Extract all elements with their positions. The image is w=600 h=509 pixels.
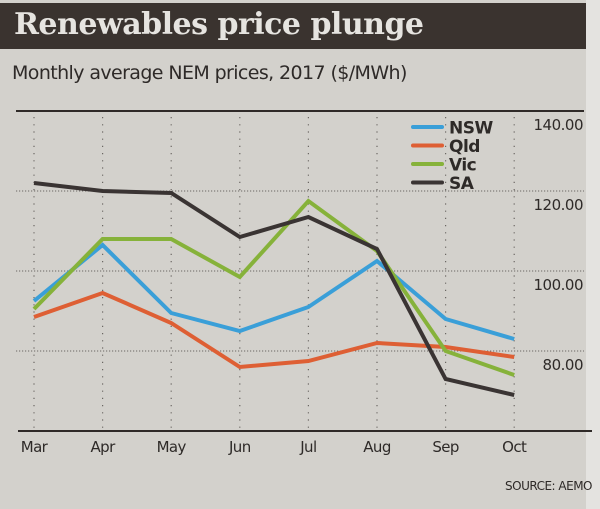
series-line-sa [33, 181, 515, 397]
legend-label-sa: SA [449, 174, 475, 194]
paper-edge [586, 0, 600, 509]
y-tick-label: 80.00 [543, 356, 583, 374]
legend-label-nsw: NSW [449, 119, 493, 139]
x-axis: Mar Apr May Jun Jul Aug Sep Oct [18, 430, 592, 456]
x-tick-label-aug: Aug [363, 438, 391, 456]
series-line-qld [33, 290, 515, 370]
series-lines [32, 181, 515, 397]
legend-label-vic: Vic [449, 156, 476, 176]
title-bar: Renewables price plunge [0, 3, 586, 49]
grid [16, 110, 584, 431]
y-axis: 140.00 120.00 100.00 80.00 [534, 116, 584, 374]
x-tick-label-apr: Apr [91, 438, 117, 456]
series-line-vic [32, 198, 515, 377]
x-tick-label-oct: Oct [502, 438, 527, 456]
legend-label-qld: Qld [449, 137, 480, 157]
chart-title: Renewables price plunge [14, 7, 424, 42]
series-line-nsw [32, 242, 515, 341]
x-tick-label-jun: Jun [228, 438, 251, 456]
chart-subtitle: Monthly average NEM prices, 2017 ($/MWh) [12, 62, 407, 84]
source-note: SOURCE: AEMO [505, 479, 593, 493]
y-tick-label: 140.00 [534, 116, 584, 134]
x-tick-label-jul: Jul [299, 438, 316, 456]
x-tick-label-mar: Mar [21, 438, 49, 456]
x-tick-label-may: May [157, 438, 187, 456]
y-tick-label: 120.00 [534, 196, 584, 214]
y-tick-label: 100.00 [534, 276, 584, 294]
x-tick-label-sep: Sep [432, 438, 459, 456]
